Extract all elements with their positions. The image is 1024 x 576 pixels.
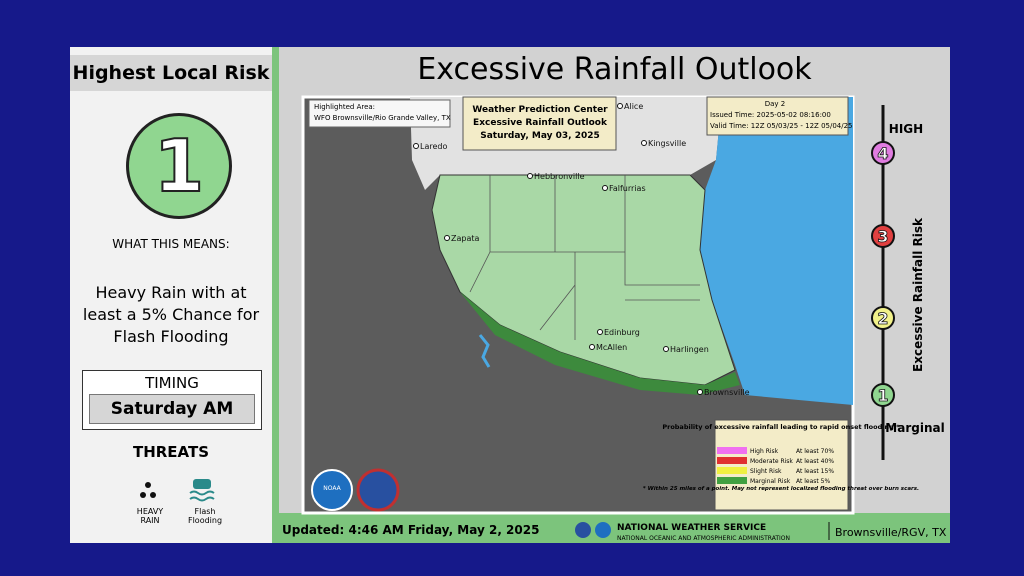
place-label: Brownsville — [704, 388, 750, 397]
noaa-small-logo — [595, 522, 611, 538]
level-number: 2 — [877, 309, 888, 328]
legend-risk: Moderate Risk — [750, 458, 793, 465]
level-circle — [871, 224, 895, 248]
legend-rows: High Risk At least 70%Moderate Risk At lea… — [717, 447, 834, 485]
issued: Issued Time: 2025-05-02 08:16:00 — [710, 111, 831, 119]
outlook-edge — [460, 292, 740, 395]
place-label: Kingsville — [648, 139, 686, 148]
center-line: Excessive Rainfall Outlook — [473, 118, 608, 128]
timing-label: TIMING — [145, 374, 199, 392]
place-label: McAllen — [596, 343, 627, 352]
scale-axis-label: Excessive Rainfall Risk — [911, 217, 925, 372]
county-lines — [469, 175, 700, 340]
scale-bottom: Marginal — [885, 421, 944, 435]
legend-swatch — [717, 447, 747, 454]
place-label: Harlingen — [670, 345, 709, 354]
place-dot — [527, 173, 533, 179]
place-dot — [641, 140, 647, 146]
place-dot — [597, 329, 603, 335]
parent-agency: NATIONAL OCEANIC AND ATMOSPHERIC ADMINIS… — [617, 535, 790, 542]
sidebar-title: Highest Local Risk — [70, 55, 272, 91]
legend-prob: At least 5% — [796, 478, 830, 485]
area-label: Highlighted Area: — [314, 103, 375, 111]
agency: NATIONAL WEATHER SERVICE — [617, 523, 766, 533]
nws-logo — [356, 468, 400, 512]
place-label: Edinburg — [604, 328, 640, 337]
lake — [478, 334, 491, 368]
description: Heavy Rain with at least a 5% Chance for… — [82, 283, 260, 346]
place-dot — [617, 103, 623, 109]
places: Laredo Alice Kingsville Hebbronville Falfurr… — [413, 102, 750, 397]
day: Day 2 — [765, 100, 786, 108]
center-box — [462, 96, 617, 151]
threats-label: THREATS — [132, 443, 210, 461]
office: Brownsville/RGV, TX — [835, 526, 947, 539]
legend-risk: Marginal Risk — [750, 478, 791, 485]
risk-levels: 4 3 2 1 — [871, 141, 895, 407]
scale-top: HIGH — [889, 122, 923, 136]
legend — [714, 419, 849, 511]
place-label: Falfurrias — [609, 184, 646, 193]
legend-title: Probability of excessive rainfall leadin… — [662, 423, 900, 431]
place-label: Alice — [624, 102, 643, 111]
center-line: Weather Prediction Center — [472, 105, 608, 115]
place-dot — [413, 143, 419, 149]
header-title: Excessive Rainfall Outlook — [417, 52, 812, 87]
level-number: 1 — [877, 386, 888, 405]
threat-icons — [140, 479, 215, 502]
timing-box: TIMING Saturday AM — [82, 370, 262, 430]
time-box — [706, 96, 849, 136]
place-dot — [444, 235, 450, 241]
legend-note: * Within 25 miles of a point. May not re… — [643, 486, 919, 492]
legend-swatch — [717, 457, 747, 464]
legend-risk: Slight Risk — [750, 468, 782, 475]
level-number: 4 — [877, 144, 888, 163]
place-label: Zapata — [451, 234, 480, 243]
area-name: WFO Brownsville/Rio Grande Valley, TX — [314, 114, 451, 122]
place-label: Laredo — [420, 142, 447, 151]
level-circle — [871, 306, 895, 330]
risk-level: 1 — [126, 113, 232, 219]
legend-prob: At least 70% — [796, 448, 834, 455]
threat-label: HEAVY RAIN — [136, 507, 164, 525]
place-dot — [663, 346, 669, 352]
place-dot — [602, 185, 608, 191]
nws-small-logo — [575, 522, 591, 538]
legend-swatch — [717, 467, 747, 474]
place-label: Hebbronville — [534, 172, 585, 181]
place-dot — [589, 344, 595, 350]
noaa-logo — [311, 469, 353, 511]
sidebar: Highest Local Risk 1 WHAT THIS MEANS: He… — [70, 47, 272, 543]
level-circle — [871, 383, 895, 407]
what-this-means: WHAT THIS MEANS: — [112, 237, 230, 251]
noaa-logo-text: NOAA — [323, 485, 341, 492]
updated: Updated: 4:46 AM Friday, May 2, 2025 — [282, 523, 539, 537]
area-box — [308, 99, 451, 128]
valid: Valid Time: 12Z 05/03/25 - 12Z 05/04/25 — [710, 122, 853, 130]
timing-value: Saturday AM — [89, 394, 255, 424]
footer — [279, 517, 950, 543]
level-circle — [871, 141, 895, 165]
threat-label: Flash Flooding — [187, 507, 223, 525]
legend-prob: At least 15% — [796, 468, 834, 475]
legend-prob: At least 40% — [796, 458, 834, 465]
level-number: 3 — [877, 227, 888, 246]
legend-swatch — [717, 477, 747, 484]
center-line: Saturday, May 03, 2025 — [480, 131, 600, 141]
place-dot — [697, 389, 703, 395]
gulf — [700, 97, 853, 405]
legend-risk: High Risk — [750, 448, 779, 455]
